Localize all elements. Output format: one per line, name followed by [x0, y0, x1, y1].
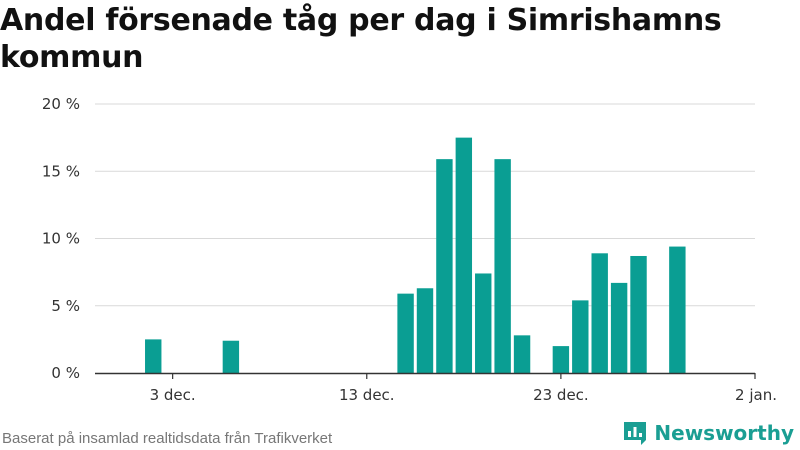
- y-tick-label: 5 %: [51, 297, 80, 315]
- bar-chart: 0 % 5 % 10 % 15 % 20 % 3 dec. 13 dec. 23 dec. 2…: [42, 95, 777, 404]
- bar: [416, 288, 434, 373]
- bar: [552, 346, 570, 373]
- bar: [397, 293, 414, 373]
- chart-title: Andel försenade tåg per dag i Simrishamn…: [0, 3, 722, 75]
- bar: [610, 282, 628, 373]
- bar: [494, 159, 511, 373]
- y-tick-label: 0 %: [51, 364, 80, 382]
- newsworthy-logo-icon: [624, 422, 647, 445]
- y-tick-label: 10 %: [42, 230, 80, 248]
- bar: [669, 246, 686, 373]
- bar: [455, 137, 473, 374]
- bar: [572, 300, 589, 373]
- x-tick-label: 2 jan.: [735, 386, 777, 404]
- brand-name: Newsworthy: [654, 421, 794, 445]
- source-note: Baserat på insamlad realtidsdata från Tr…: [2, 430, 333, 447]
- x-tick-label: 3 dec.: [150, 386, 196, 404]
- x-tick-label: 13 dec.: [339, 386, 395, 404]
- y-tick-label: 20 %: [42, 95, 80, 113]
- bar: [513, 335, 531, 373]
- bar: [630, 255, 647, 373]
- bar: [436, 159, 453, 373]
- x-tick-label: 23 dec.: [533, 386, 589, 404]
- brand: Newsworthy: [622, 420, 794, 446]
- grid-lines: [95, 103, 755, 307]
- y-axis-tick-labels: 0 % 5 % 10 % 15 % 20 %: [42, 95, 80, 382]
- bars: [145, 137, 686, 374]
- bar: [475, 273, 492, 373]
- bar: [591, 253, 608, 373]
- bar: [222, 340, 240, 373]
- bar: [145, 339, 162, 374]
- x-axis: 3 dec. 13 dec. 23 dec. 2 jan.: [95, 372, 777, 404]
- y-tick-label: 15 %: [42, 162, 80, 180]
